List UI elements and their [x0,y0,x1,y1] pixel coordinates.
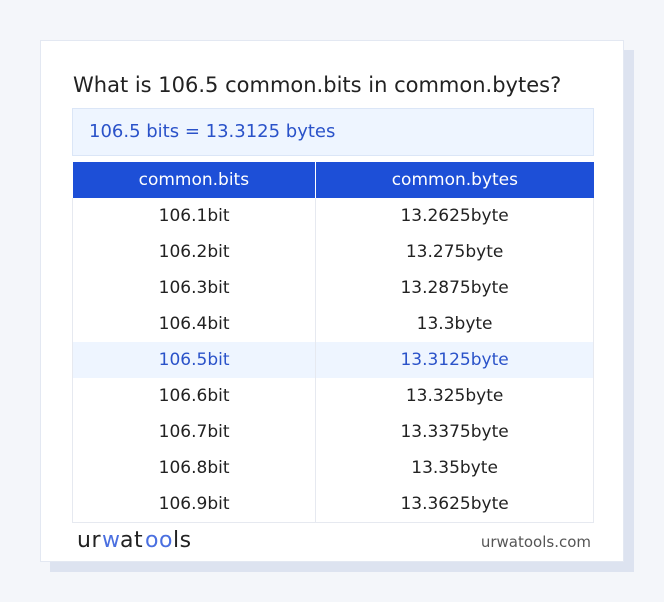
urwatools-logo: ur w at oo ls [77,527,197,559]
table-row: 106.9bit 13.3625byte [71,486,594,523]
bits-cell: 106.6bit [71,378,317,414]
table-row: 106.4bit 13.3byte [71,306,594,342]
bytes-cell: 13.2625byte [315,198,594,234]
bytes-cell: 13.35byte [315,450,594,486]
table-row: 106.2bit 13.275byte [71,234,594,270]
site-url: urwatools.com [480,533,591,551]
converter-card: What is 106.5 common.bits in common.byte… [40,40,624,562]
table-row: 106.6bit 13.325byte [71,378,594,414]
svg-text:ls: ls [173,528,192,553]
svg-text:w: w [102,528,121,553]
bits-cell: 106.2bit [71,234,317,270]
bytes-cell: 13.3125byte [315,342,594,378]
bytes-cell: 13.3625byte [315,486,594,523]
bytes-cell: 13.2875byte [315,270,594,306]
bits-cell: 106.4bit [71,306,317,342]
bits-cell: 106.1bit [71,198,317,234]
svg-text:ur: ur [77,528,101,553]
logo-icon: ur w at oo ls [77,528,192,553]
table-row: 106.5bit 13.3125byte [71,342,594,378]
bytes-cell: 13.3byte [315,306,594,342]
bytes-cell: 13.3375byte [315,414,594,450]
column-header: common.bits [72,162,316,198]
bits-cell: 106.8bit [71,450,317,486]
bytes-cell: 13.275byte [315,234,594,270]
bits-cell: 106.7bit [71,414,317,450]
conversion-table: common.bits common.bytes 106.1bit 13.2625… [71,162,594,523]
svg-text:oo: oo [145,528,173,553]
bits-cell: 106.3bit [71,270,317,306]
column-header: common.bytes [315,162,594,198]
table-row: 106.3bit 13.2875byte [71,270,594,306]
table-row: 106.1bit 13.2625byte [71,198,594,234]
page-title: What is 106.5 common.bits in common.byte… [73,73,562,97]
bytes-cell: 13.325byte [315,378,594,414]
table-row: 106.7bit 13.3375byte [71,414,594,450]
bits-cell: 106.5bit [71,342,317,378]
svg-text:at: at [120,528,143,553]
table-row: 106.8bit 13.35byte [71,450,594,486]
bits-cell: 106.9bit [71,486,317,523]
conversion-result: 106.5 bits = 13.3125 bytes [72,108,594,156]
